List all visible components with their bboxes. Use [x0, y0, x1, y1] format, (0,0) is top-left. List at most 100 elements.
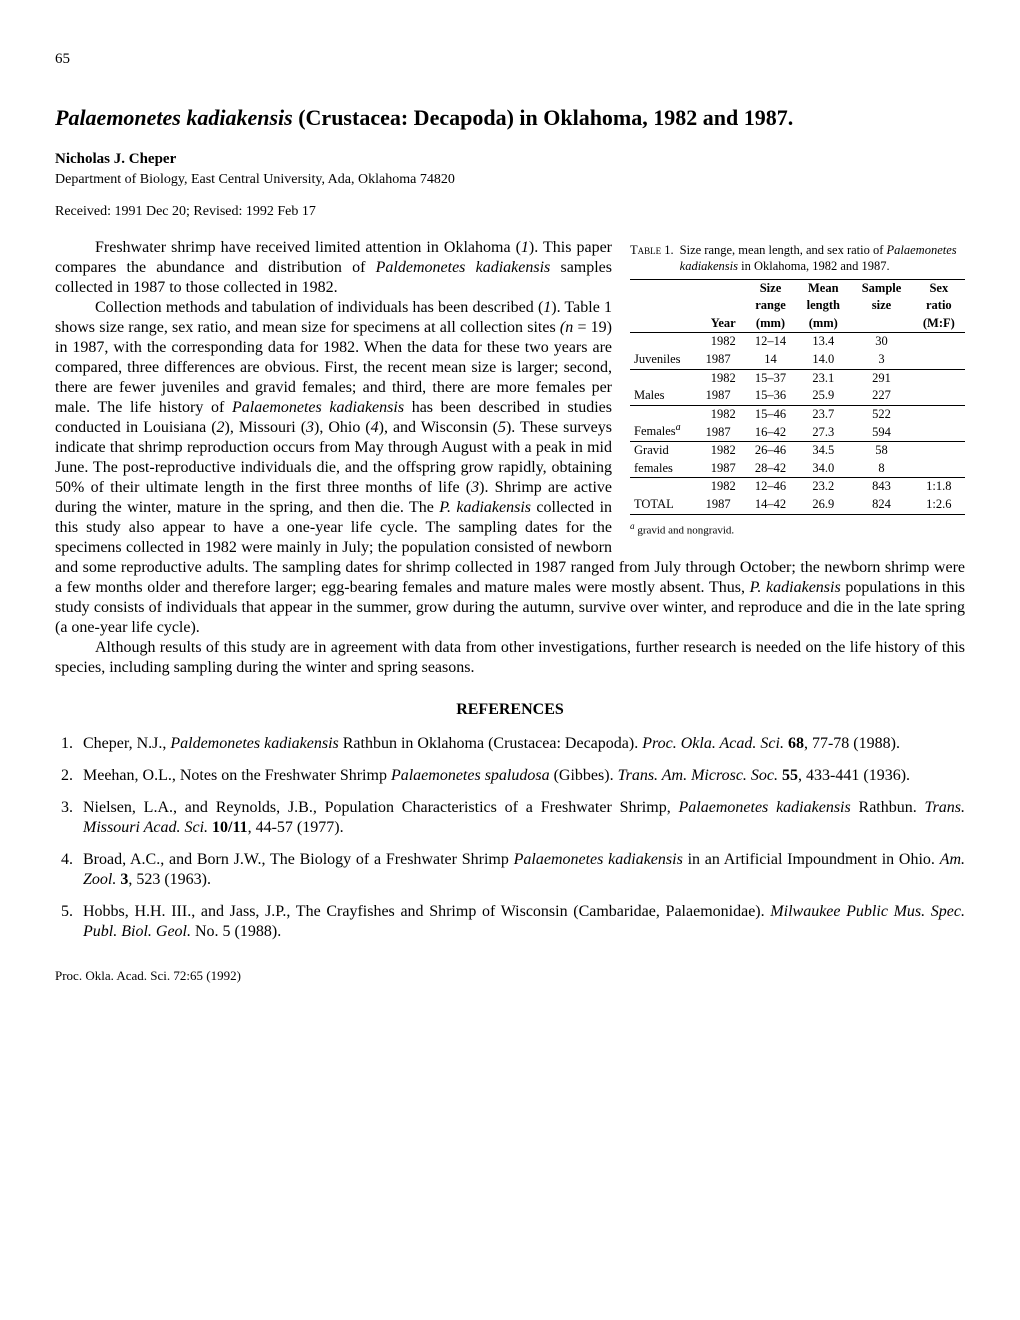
- ref-vol: 55: [782, 767, 798, 784]
- species-name: P. kadiakensis: [439, 499, 531, 516]
- cell: 843: [850, 478, 912, 496]
- th-range: range: [745, 297, 796, 315]
- cell: 27.3: [796, 424, 850, 442]
- cell: 26.9: [796, 496, 850, 514]
- cell: 1982: [702, 405, 745, 423]
- th-ratio: ratio: [913, 297, 965, 315]
- title-italic: Palaemonetes kadiakensis: [55, 105, 293, 130]
- ref-num: 3: [306, 419, 314, 436]
- cell: 26–46: [745, 442, 796, 460]
- cell: [913, 387, 965, 405]
- table-row: TOTAL 198212–4623.28431:1.8: [630, 478, 965, 496]
- ref-text: Broad, A.C., and Born J.W., The Biology …: [83, 851, 514, 868]
- ref-text: Hobbs, H.H. III., and Jass, J.P., The Cr…: [83, 903, 770, 920]
- ref-num: 5: [498, 419, 506, 436]
- ref-journal: Proc. Okla. Acad. Sci.: [642, 735, 784, 752]
- th-mm2: (mm): [796, 315, 850, 333]
- cell: 1987: [702, 460, 745, 478]
- ref-num: 1: [521, 239, 529, 256]
- cell: 1987: [702, 387, 745, 405]
- cell: 1982: [702, 478, 745, 496]
- cell: 58: [850, 442, 912, 460]
- label-sup: a: [676, 422, 681, 433]
- cell: 8: [850, 460, 912, 478]
- cell: 3: [850, 351, 912, 369]
- ref-italic: Palaemonetes kadiakensis: [679, 799, 851, 816]
- table-row: Femalesa 198215–4623.7522: [630, 405, 965, 423]
- cell: 34.0: [796, 460, 850, 478]
- cell: 23.2: [796, 478, 850, 496]
- author-name: Nicholas J. Cheper: [55, 150, 965, 169]
- cell: 16–42: [745, 424, 796, 442]
- references-list: Cheper, N.J., Paldemonetes kadiakensis R…: [55, 734, 965, 942]
- reference-item: Meehan, O.L., Notes on the Freshwater Sh…: [77, 766, 965, 786]
- species-name: Paldemonetes kadiakensis: [376, 259, 551, 276]
- cell: 1982: [702, 333, 745, 351]
- data-table: Year Size Mean Sample Sex range length s…: [630, 279, 965, 515]
- ref-text: in an Artificial Impoundment in Ohio.: [683, 851, 940, 868]
- cell: 15–46: [745, 405, 796, 423]
- table-row: females 198728–4234.08: [630, 460, 965, 478]
- caption-pre: Size range, mean length, and sex ratio o…: [680, 243, 887, 257]
- table-label: Table 1.: [630, 242, 680, 275]
- cell: 23.1: [796, 369, 850, 387]
- cell: 824: [850, 496, 912, 514]
- cell: [913, 333, 965, 351]
- cell: 1:2.6: [913, 496, 965, 514]
- cell: 1982: [702, 442, 745, 460]
- th-length: length: [796, 297, 850, 315]
- th-year: Year: [702, 279, 745, 333]
- cell: 291: [850, 369, 912, 387]
- row-label: Gravid: [630, 442, 702, 460]
- table-caption: Table 1. Size range, mean length, and se…: [630, 242, 965, 275]
- th-sample: Sample: [850, 279, 912, 297]
- references-heading: REFERENCES: [55, 700, 965, 720]
- author-affiliation: Department of Biology, East Central Univ…: [55, 171, 965, 189]
- cell: 34.5: [796, 442, 850, 460]
- cell: 25.9: [796, 387, 850, 405]
- ref-text: Cheper, N.J.,: [83, 735, 170, 752]
- text: ), Missouri (: [225, 419, 307, 436]
- ref-text: , 433-441 (1936).: [798, 767, 910, 784]
- cell: 14.0: [796, 351, 850, 369]
- ref-num: 4: [371, 419, 379, 436]
- row-label: Males: [630, 369, 702, 405]
- reference-item: Broad, A.C., and Born J.W., The Biology …: [77, 850, 965, 890]
- th-mm1: (mm): [745, 315, 796, 333]
- text: Freshwater shrimp have received limited …: [95, 239, 521, 256]
- cell: 594: [850, 424, 912, 442]
- cell: 1:1.8: [913, 478, 965, 496]
- cell: 1987: [702, 351, 745, 369]
- reference-item: Nielsen, L.A., and Reynolds, J.B., Popul…: [77, 798, 965, 838]
- table-caption-text: Size range, mean length, and sex ratio o…: [680, 242, 965, 275]
- cell: 1987: [702, 424, 745, 442]
- th-blank: [630, 279, 702, 297]
- cell: [913, 351, 965, 369]
- th-sex: Sex: [913, 279, 965, 297]
- ref-text: No. 5 (1988).: [191, 923, 281, 940]
- cell: [913, 369, 965, 387]
- n-italic: (n: [560, 319, 573, 336]
- cell: 23.7: [796, 405, 850, 423]
- th-size: Size: [745, 279, 796, 297]
- ref-text: Nielsen, L.A., and Reynolds, J.B., Popul…: [83, 799, 679, 816]
- th-mf: (M:F): [913, 315, 965, 333]
- row-label: Femalesa: [630, 405, 702, 441]
- cell: [913, 424, 965, 442]
- species-name: Palaemonetes kadiakensis: [232, 399, 404, 416]
- row-label: TOTAL: [630, 478, 702, 514]
- received-line: Received: 1991 Dec 20; Revised: 1992 Feb…: [55, 203, 965, 221]
- body-wrap: Table 1. Size range, mean length, and se…: [55, 238, 965, 678]
- ref-italic: Palaemonetes spaludosa: [391, 767, 550, 784]
- cell: 1982: [702, 369, 745, 387]
- ref-text: Rathbun in Oklahoma (Crustacea: Decapoda…: [339, 735, 642, 752]
- text: ), Ohio (: [314, 419, 371, 436]
- th-size2: size: [850, 297, 912, 315]
- ref-text: , 523 (1963).: [128, 871, 211, 888]
- cell: 15–37: [745, 369, 796, 387]
- cell: 12–14: [745, 333, 796, 351]
- species-name: P. kadiakensis: [750, 579, 841, 596]
- text: ), and Wisconsin (: [379, 419, 498, 436]
- th-mean: Mean: [796, 279, 850, 297]
- cell: 522: [850, 405, 912, 423]
